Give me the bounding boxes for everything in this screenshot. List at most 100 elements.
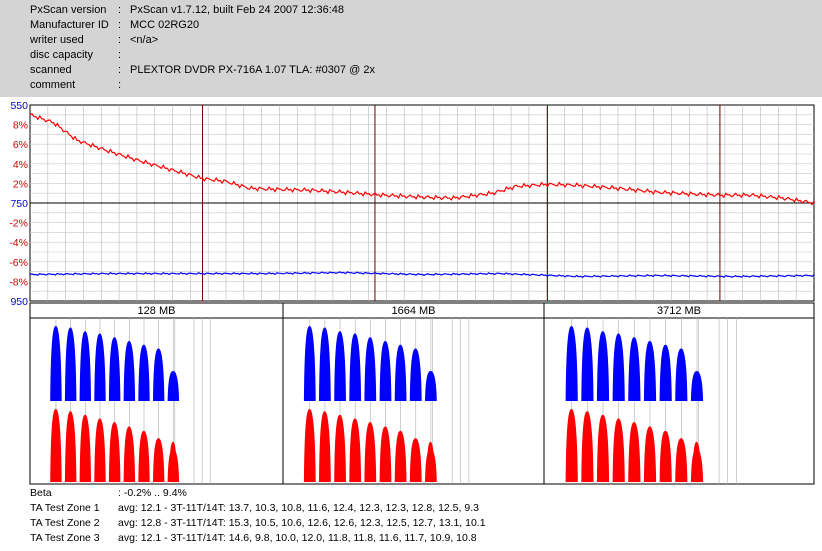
ta-blue-peak	[628, 337, 641, 401]
ta-red-peak	[659, 430, 672, 482]
y-axis-ticks: 550 8% 6% 4% 2% 750 -2% -4% -6% -8% 950	[9, 100, 28, 308]
y-tick-label: 4%	[13, 159, 28, 171]
ta-red-peak	[334, 414, 346, 482]
ta-blue-peak	[379, 341, 392, 401]
ta-red-peak	[612, 418, 625, 482]
beta-jitter-plot: 550 8% 6% 4% 2% 750 -2% -4% -6% -8% 950	[9, 100, 815, 308]
summary-value: avg: 12.1 - 3T-11T/14T: 13.7, 10.3, 10.8…	[118, 502, 479, 514]
info-colon: :	[118, 79, 122, 91]
ta-blue-peak	[643, 341, 657, 401]
info-key: disc capacity	[30, 49, 93, 61]
ta-red-peak	[138, 430, 150, 482]
summary-key: TA Test Zone 1	[30, 502, 100, 514]
ta-red-peak	[123, 426, 136, 482]
ta-red-peak	[596, 414, 610, 482]
ta-blue-peak	[303, 326, 316, 401]
ta-blue-peak	[349, 333, 362, 401]
ta-blue-peak	[409, 348, 422, 401]
info-value: <n/a>	[130, 34, 159, 46]
ta-red-peak	[394, 430, 407, 482]
info-key: scanned	[30, 64, 72, 76]
ta-red-peak	[319, 411, 331, 482]
ta-blue-peak	[153, 348, 165, 401]
ta-red-peak	[169, 441, 178, 482]
ta-blue-peak	[64, 327, 77, 401]
ta-blue-peak	[94, 333, 106, 401]
ta-red-peak	[643, 426, 657, 482]
y-tick-label: 6%	[13, 139, 28, 151]
plot-grid	[30, 105, 814, 301]
y-tick-label: 8%	[13, 120, 28, 132]
y-tick-label: 550	[10, 100, 28, 112]
y-tick-label: -4%	[9, 237, 28, 249]
ta-blue-peak	[79, 331, 91, 401]
summary-key: TA Test Zone 2	[30, 517, 100, 529]
ta-red-peak	[628, 422, 641, 482]
ta-red-peak	[349, 418, 362, 482]
ta-red-peak	[50, 409, 62, 482]
ta-red-peak	[409, 438, 422, 482]
ta-blue-peak	[169, 374, 178, 401]
ta-blue-peak	[334, 331, 346, 401]
ta-blue-peak	[596, 331, 610, 401]
ta-blue-peak	[581, 327, 594, 401]
ta-red-peak	[581, 411, 594, 482]
ta-blue-peak	[692, 374, 701, 401]
scan-chart: 550 8% 6% 4% 2% 750 -2% -4% -6% -8% 950 128 MB 1664…	[9, 100, 815, 485]
y-tick-label: 750	[10, 198, 28, 210]
ta-red-peak	[153, 438, 165, 482]
info-colon: :	[118, 49, 122, 61]
y-tick-label: -8%	[9, 276, 28, 288]
ta-panel-label: 128 MB	[138, 305, 176, 317]
jitter-series-line	[29, 271, 815, 279]
scan-info-header: PxScan version : PxScan v1.7.12, built F…	[0, 0, 822, 97]
info-key: writer used	[30, 34, 84, 46]
info-value: MCC 02RG20	[130, 19, 200, 31]
ta-blue-peak	[659, 344, 672, 401]
y-tick-label: -6%	[9, 257, 28, 269]
ta-red-peak	[426, 441, 435, 482]
plot-series	[29, 113, 815, 279]
info-colon: :	[118, 64, 122, 76]
y-tick-label: -2%	[9, 218, 28, 230]
summary-value: : -0.2% .. 9.4%	[118, 487, 187, 499]
ta-blue-peak	[138, 344, 150, 401]
info-key: comment	[30, 79, 76, 91]
ta-red-peak	[565, 409, 578, 482]
ta-red-peak	[675, 438, 688, 482]
info-colon: :	[118, 19, 122, 31]
ta-panel-label: 1664 MB	[391, 305, 435, 317]
ta-blue-peak	[123, 341, 136, 401]
ta-test-zones: 128 MB 1664 MB 3712 MB	[29, 302, 815, 485]
info-colon: :	[118, 4, 122, 16]
ta-red-peak	[64, 411, 77, 482]
summary-value: avg: 12.8 - 3T-11T/14T: 15.3, 10.5, 10.6…	[118, 517, 486, 529]
summary-key: TA Test Zone 3	[30, 532, 100, 544]
info-key: PxScan version	[30, 4, 107, 16]
summary-value: avg: 12.1 - 3T-11T/14T: 14.6, 9.8, 10.0,…	[118, 532, 477, 544]
ta-blue-peak	[364, 337, 377, 401]
ta-red-peak	[94, 418, 106, 482]
y-tick-label: 950	[10, 296, 28, 308]
scan-summary: Beta : -0.2% .. 9.4% TA Test Zone 1 avg:…	[0, 486, 822, 551]
ta-blue-peak	[50, 326, 62, 401]
ta-panel-label: 3712 MB	[657, 305, 701, 317]
ta-blue-peak	[108, 337, 121, 401]
ta-blue-peak	[426, 374, 435, 401]
info-colon: :	[118, 34, 122, 46]
ta-panels: 128 MB 1664 MB 3712 MB	[29, 302, 815, 485]
ta-red-peak	[692, 441, 701, 482]
ta-blue-peak	[675, 348, 688, 401]
ta-red-peak	[364, 422, 377, 482]
ta-red-peak	[379, 426, 392, 482]
summary-key: Beta	[30, 487, 52, 499]
info-value: PLEXTOR DVDR PX-716A 1.07 TLA: #0307 @ 2…	[130, 64, 375, 76]
y-tick-label: 2%	[13, 178, 28, 190]
info-value: PxScan v1.7.12, built Feb 24 2007 12:36:…	[130, 4, 345, 16]
ta-red-peak	[108, 422, 121, 482]
ta-red-peak	[79, 414, 91, 482]
ta-blue-peak	[394, 344, 407, 401]
ta-blue-peak	[319, 327, 331, 401]
ta-blue-peak	[565, 326, 578, 401]
ta-blue-peak	[612, 333, 625, 401]
